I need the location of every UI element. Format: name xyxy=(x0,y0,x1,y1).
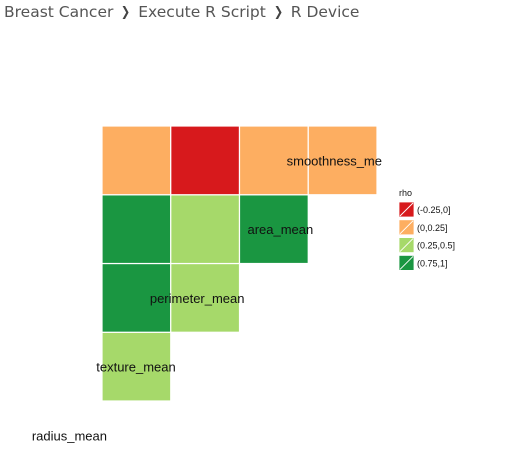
variable-label: texture_mean xyxy=(96,360,176,375)
legend: rho (-0.25,0] (0,0.25] (0.25,0.5] (0.75,1] xyxy=(398,188,455,271)
legend-label: (0,0.25] xyxy=(417,223,448,233)
heatmap-cell xyxy=(101,194,172,265)
heatmap-cells xyxy=(101,125,378,402)
legend-label: (0.25,0.5] xyxy=(417,241,455,251)
legend-label: (-0.25,0] xyxy=(417,205,451,215)
heatmap-cell xyxy=(101,125,172,196)
legend-swatch-slash xyxy=(399,202,414,217)
variable-label: area_mean xyxy=(247,222,313,237)
legend-title: rho xyxy=(399,188,412,198)
heatmap-cell xyxy=(307,125,378,196)
variable-label: smoothness_me xyxy=(287,153,382,168)
legend-swatch-slash xyxy=(399,256,414,270)
heatmap-cell xyxy=(238,194,309,265)
variable-label: perimeter_mean xyxy=(150,291,245,306)
chevron-right-icon: ❯ xyxy=(121,4,131,20)
heatmap-cell xyxy=(101,331,172,402)
legend-swatch-slash xyxy=(399,238,414,252)
heatmap-cell xyxy=(170,262,241,333)
heatmap-cell xyxy=(238,125,309,196)
breadcrumb-item-module[interactable]: Execute R Script xyxy=(138,3,266,21)
heatmap-cell xyxy=(170,125,241,196)
breadcrumb-item-output: R Device xyxy=(290,3,360,21)
breadcrumb-item-dataset[interactable]: Breast Cancer xyxy=(4,3,114,21)
chevron-right-icon: ❯ xyxy=(273,4,283,20)
legend-label: (0.75,1] xyxy=(417,258,448,268)
heatmap-cell xyxy=(170,194,241,265)
breadcrumb: Breast Cancer ❯ Execute R Script ❯ R Dev… xyxy=(4,0,359,24)
variable-labels: radius_mean texture_mean perimeter_mean are… xyxy=(32,153,382,443)
variable-label: radius_mean xyxy=(32,428,107,443)
legend-swatch-slash xyxy=(399,220,414,235)
